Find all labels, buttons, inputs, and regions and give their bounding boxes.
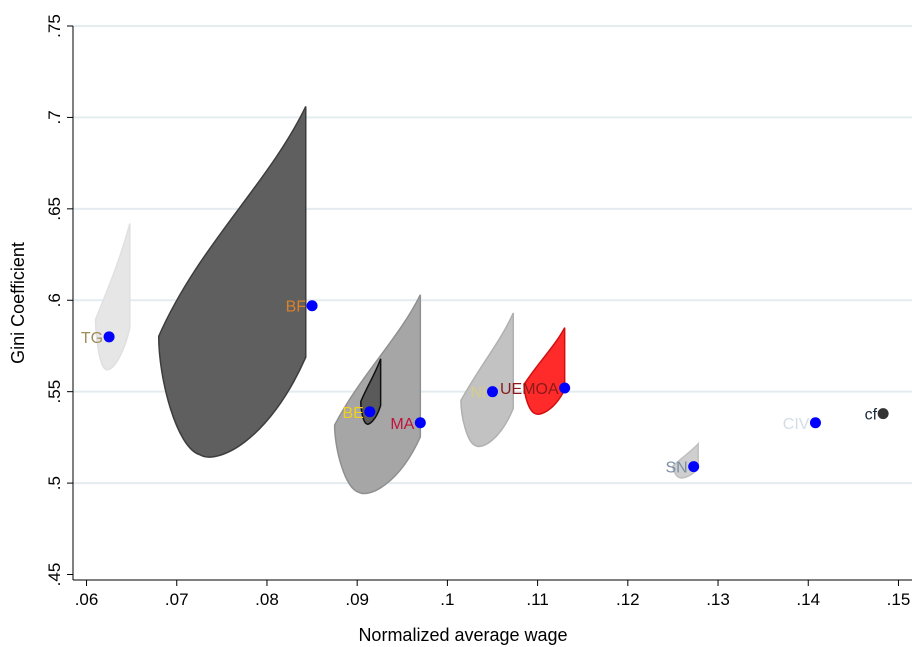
points: TG BF BE MA NI UEMOA SN CIV cf (81, 299, 889, 477)
y-tick-label: .55 (45, 380, 64, 404)
data-point (306, 300, 318, 312)
data-point (103, 331, 115, 343)
x-tick-label: .11 (526, 590, 548, 609)
point-label: MA (390, 416, 414, 433)
regions (94, 106, 699, 495)
x-tick-label: .06 (75, 590, 99, 609)
y-axis-title: Gini Coefficient (8, 242, 28, 364)
data-point (688, 461, 700, 473)
point-label: BE (342, 405, 363, 422)
x-tick-label: .08 (255, 590, 279, 609)
region-shape (94, 223, 131, 371)
x-tick-label: .12 (616, 590, 640, 609)
point-label: SN (665, 460, 687, 477)
ticks: .45 .5 .55 .6 .65 .7 .75 .06 .07 .08 .09 .1 .11 .12 .1… (45, 14, 910, 609)
x-axis-title: Normalized average wage (358, 625, 567, 645)
data-point (877, 408, 889, 420)
point-label: TG (81, 330, 103, 347)
data-point (364, 406, 376, 418)
y-tick-label: .65 (45, 197, 64, 221)
y-tick-label: .75 (45, 14, 64, 38)
region-shape (460, 312, 514, 448)
x-tick-label: .13 (706, 590, 730, 609)
y-tick-label: .5 (45, 476, 64, 490)
point-label: CIV (783, 416, 810, 433)
region-shape (157, 106, 307, 458)
point-label: cf (865, 407, 878, 424)
x-tick-label: .1 (440, 590, 454, 609)
region-shape (523, 327, 566, 415)
x-tick-label: .14 (796, 590, 820, 609)
data-point (559, 382, 571, 394)
axes (72, 26, 912, 581)
data-point (487, 386, 498, 398)
x-tick-label: .15 (887, 590, 911, 609)
point-label: BF (286, 299, 307, 316)
point-label: UEMOA (500, 381, 559, 398)
point-label: NI (471, 385, 487, 402)
y-tick-label: .7 (45, 110, 64, 124)
x-tick-label: .09 (345, 590, 369, 609)
y-tick-label: .6 (45, 293, 64, 307)
data-point (809, 417, 821, 429)
data-point (414, 417, 426, 429)
region-shape (360, 358, 382, 425)
y-tick-label: .45 (45, 563, 64, 587)
x-tick-label: .07 (165, 590, 189, 609)
